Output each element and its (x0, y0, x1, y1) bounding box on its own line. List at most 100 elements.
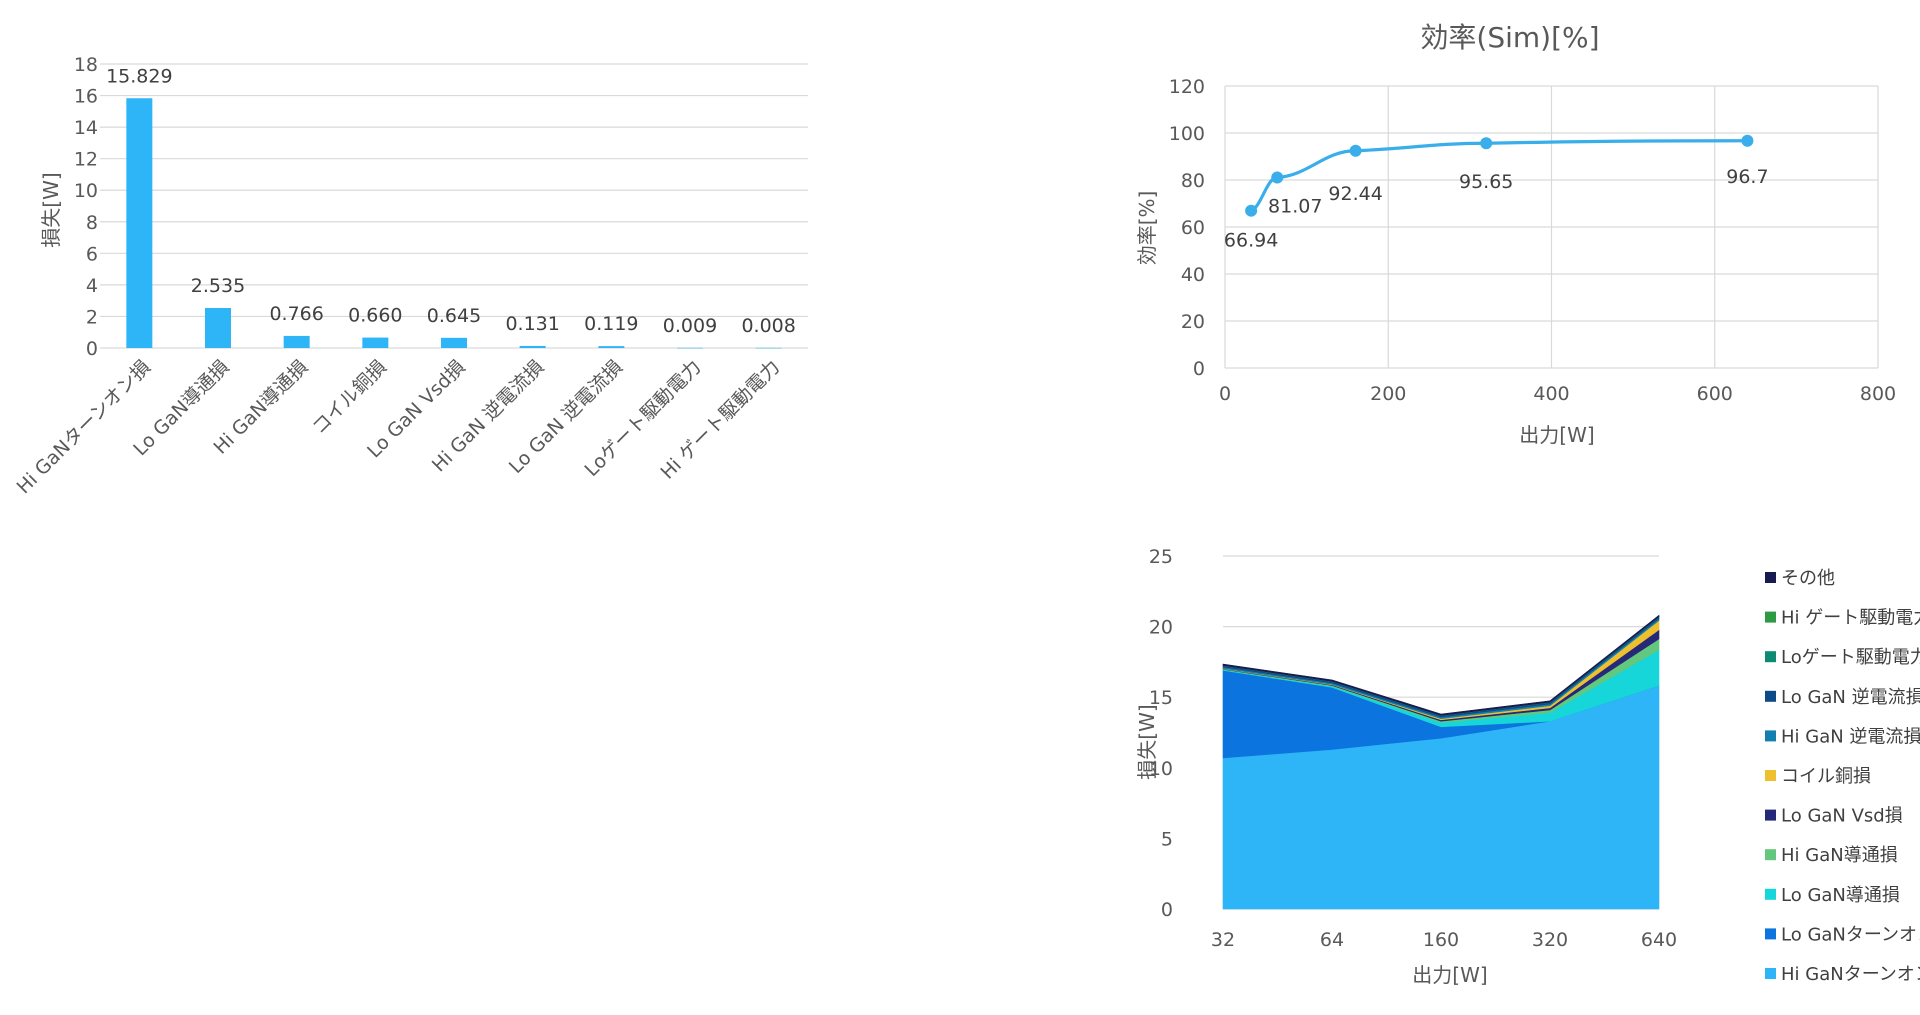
eff-x-tick-label: 800 (1860, 383, 1896, 405)
bar-category-label: Hi GaNターンオン損 (13, 356, 155, 498)
eff-data-label: 92.44 (1328, 183, 1382, 205)
efficiency-chart-title: 効率(Sim)[%] (1420, 21, 1599, 54)
eff-y-axis-title: 効率[%] (1135, 191, 1159, 266)
bar-data-label: 0.766 (269, 303, 323, 325)
eff-data-label: 66.94 (1224, 230, 1278, 252)
area-y-tick-labels: 0 5 10 15 20 25 (1149, 546, 1173, 921)
loss-bar-chart: 0 2 4 6 8 10 12 14 16 18 15.829 2.535 0.766 0.660 0.6… (0, 0, 840, 520)
bar-y-tick-label: 6 (86, 243, 98, 265)
area-layers (1222, 614, 1660, 910)
eff-point (1245, 204, 1258, 217)
bar-data-label: 0.660 (348, 305, 402, 327)
eff-data-label: 81.07 (1268, 195, 1322, 217)
eff-data-label: 95.65 (1459, 171, 1513, 193)
eff-data-label: 96.7 (1726, 166, 1768, 188)
legend-label: Lo GaN導通損 (1781, 885, 1900, 906)
area-x-tick-label: 64 (1320, 929, 1344, 951)
legend-swatch (1765, 968, 1776, 979)
eff-y-tick-label: 0 (1193, 358, 1205, 380)
loss-bar-chart-svg: 0 2 4 6 8 10 12 14 16 18 15.829 2.535 0.766 0.660 0.6… (13, 54, 808, 498)
eff-y-tick-label: 100 (1169, 123, 1205, 145)
legend-label: Hi ゲート駆動電力 (1781, 608, 1920, 629)
area-x-tick-label: 640 (1641, 929, 1677, 951)
bar-y-tick-label: 12 (74, 149, 98, 171)
area-y-tick-label: 10 (1149, 758, 1173, 780)
bar-data-label: 0.131 (505, 313, 559, 335)
eff-x-tick-label: 0 (1219, 383, 1231, 405)
legend-swatch (1765, 928, 1776, 940)
legend-label: Lo GaN 逆電流損 (1781, 687, 1920, 708)
bar-9 (755, 347, 782, 349)
bar-6 (519, 345, 546, 348)
eff-y-tick-label: 20 (1181, 311, 1205, 333)
bar-data-label: 0.008 (741, 315, 795, 337)
legend-label: Loゲート駆動電力 (1781, 647, 1920, 668)
legend-label: Hi GaN導通損 (1781, 845, 1898, 866)
bar-5 (441, 337, 467, 348)
bar-y-axis-title: 損失[W] (39, 172, 63, 247)
bar-y-tick-label: 8 (86, 212, 98, 234)
legend-label: Hi GaNターンオン損 (1781, 964, 1920, 985)
area-legend: その他 Hi ゲート駆動電力 Loゲート駆動電力 Lo GaN 逆電流損 Hi GaN … (1765, 568, 1920, 985)
legend-label: Lo GaN Vsd損 (1781, 806, 1903, 827)
area-y-tick-label: 5 (1161, 828, 1173, 850)
loss-area-chart-svg: 0 5 10 15 20 25 32 64 160 320 640 その他 Hi ゲート駆動電力 Lo… (1135, 546, 1920, 987)
eff-gridlines (1224, 85, 1879, 369)
bar-data-label: 0.645 (427, 305, 481, 327)
bar-y-tick-labels: 0 2 4 6 8 10 12 14 16 18 (74, 54, 98, 360)
eff-x-tick-labels: 0 200 400 600 800 (1219, 383, 1896, 405)
bar-3 (283, 335, 310, 348)
bar-category-label: コイル銅損 (308, 356, 391, 439)
eff-x-tick-label: 400 (1533, 383, 1569, 405)
legend-swatch (1765, 888, 1776, 900)
eff-y-tick-labels: 0 20 40 60 80 100 120 (1169, 76, 1205, 380)
bar-bars (126, 98, 782, 349)
eff-point (1271, 171, 1284, 184)
area-x-axis-title: 出力[W] (1412, 963, 1487, 987)
legend-swatch (1765, 809, 1776, 821)
area-y-tick-label: 15 (1149, 687, 1173, 709)
area-layer (1222, 614, 1660, 716)
bar-y-tick-label: 10 (74, 180, 98, 202)
area-x-tick-label: 320 (1532, 929, 1568, 951)
bar-data-label: 0.009 (663, 315, 717, 337)
bar-data-labels: 15.829 2.535 0.766 0.660 0.645 0.131 0.119 0.00… (106, 65, 796, 337)
legend-swatch (1765, 730, 1776, 742)
eff-y-tick-label: 80 (1181, 170, 1205, 192)
bar-1 (126, 98, 153, 348)
bar-y-tick-label: 2 (86, 306, 98, 328)
area-y-axis-title: 損失[W] (1135, 704, 1159, 779)
bar-4 (362, 337, 389, 348)
bar-data-label: 15.829 (106, 65, 172, 87)
eff-point (1741, 134, 1754, 147)
bar-y-tick-label: 4 (86, 275, 98, 297)
eff-y-tick-label: 40 (1181, 264, 1205, 286)
eff-series (1245, 134, 1754, 217)
eff-point (1349, 144, 1362, 157)
bar-y-tick-label: 16 (74, 86, 98, 108)
eff-x-tick-label: 200 (1370, 383, 1406, 405)
legend-swatch (1765, 849, 1776, 861)
area-x-tick-labels: 32 64 160 320 640 (1211, 929, 1677, 951)
legend-swatch (1765, 690, 1776, 702)
efficiency-chart: 効率(Sim)[%] 0 20 40 60 80 100 120 0 200 400 600 800… (1120, 0, 1920, 470)
legend-label: コイル銅損 (1781, 766, 1871, 787)
bar-y-tick-label: 0 (86, 338, 98, 360)
legend-label: その他 (1781, 568, 1835, 589)
legend-swatch (1765, 572, 1776, 583)
bar-2 (205, 308, 231, 348)
eff-data-labels: 66.94 81.07 92.44 95.65 96.7 (1224, 166, 1769, 252)
eff-point (1480, 137, 1493, 150)
area-y-tick-label: 25 (1149, 546, 1173, 568)
bar-y-tick-label: 18 (74, 54, 98, 76)
area-x-tick-label: 160 (1423, 929, 1459, 951)
eff-x-axis-title: 出力[W] (1519, 423, 1594, 447)
legend-swatch (1765, 611, 1776, 623)
bar-8 (677, 347, 703, 349)
bar-data-label: 2.535 (191, 275, 245, 297)
legend-swatch (1765, 651, 1776, 663)
bar-data-label: 0.119 (584, 313, 638, 335)
bar-7 (598, 346, 625, 348)
legend-swatch (1765, 770, 1776, 781)
